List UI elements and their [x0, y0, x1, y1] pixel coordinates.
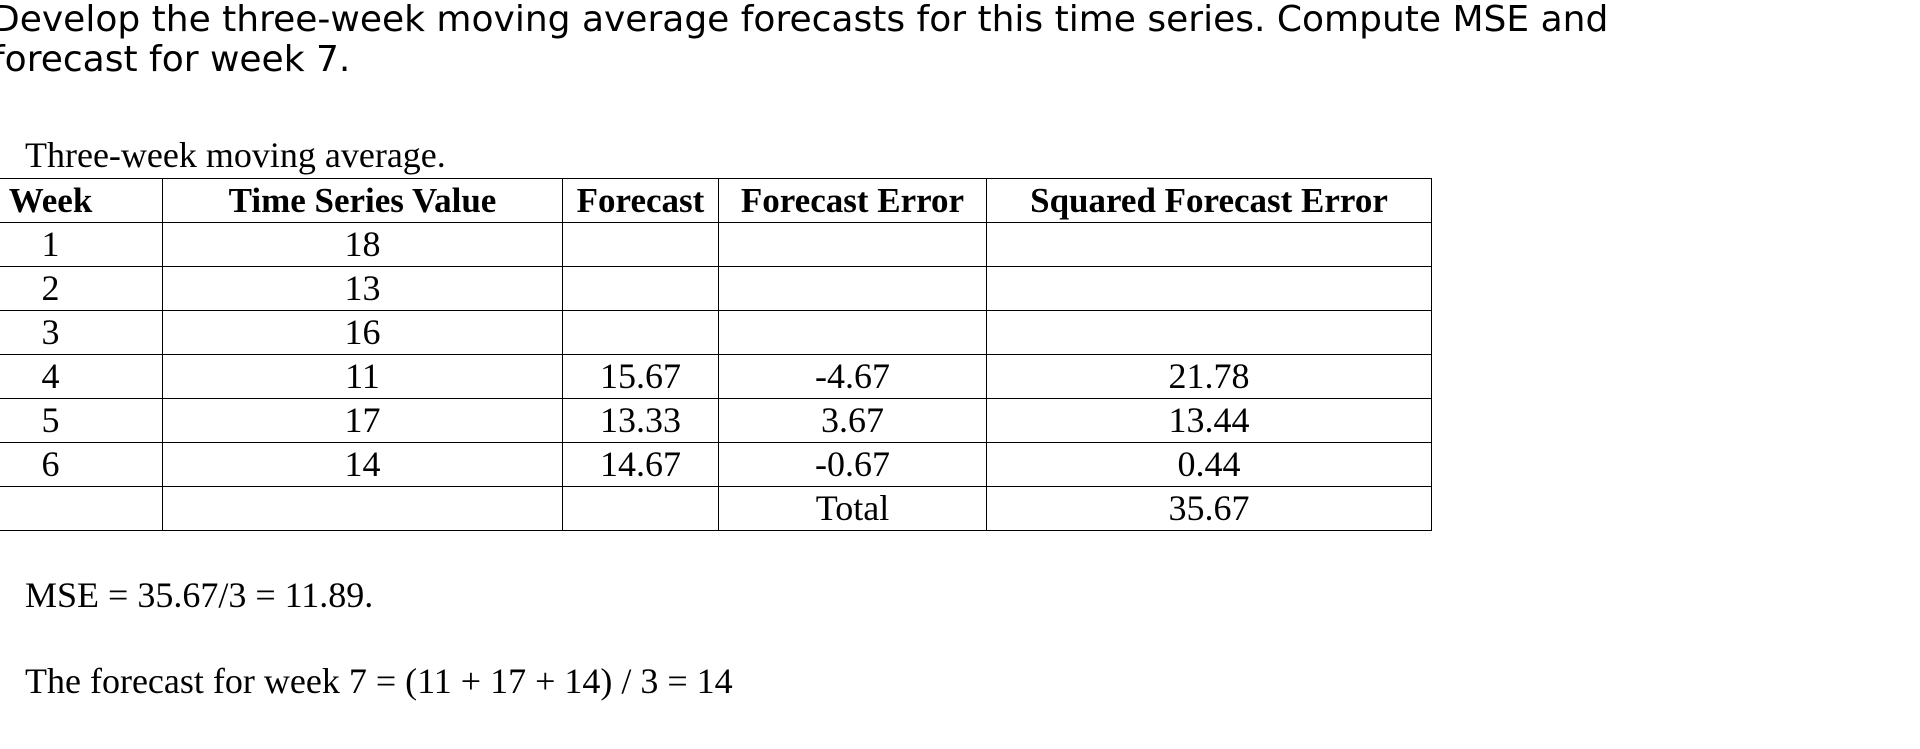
header-cell: Squared Forecast Error [986, 178, 1432, 223]
table-cell [718, 310, 987, 355]
table-cell [562, 222, 719, 267]
mse: MSE = 35.67/3 = 11.89. [25, 575, 374, 615]
table-cell [718, 222, 987, 267]
table-cell: 2 [0, 266, 163, 311]
table-cell: 4 [0, 354, 163, 399]
table-cell: 17 [162, 398, 563, 443]
header-cell: Forecast [562, 178, 719, 223]
table-cell: 35.67 [986, 486, 1432, 531]
table-cell: 3.67 [718, 398, 987, 443]
table-cell: 11 [162, 354, 563, 399]
table-cell [562, 486, 719, 531]
table-cell [986, 310, 1432, 355]
table-cell: 18 [162, 222, 563, 267]
table-cell: 13.44 [986, 398, 1432, 443]
table-cell [162, 486, 563, 531]
table-row: 4 11 15.67 -4.67 21.78 [0, 354, 1432, 399]
table-cell: Total [718, 486, 987, 531]
table-cell: 16 [162, 310, 563, 355]
table-cell [562, 266, 719, 311]
table-row: Total 35.67 [0, 486, 1432, 531]
question: Develop the three-week moving average fo… [0, 0, 1609, 80]
table-cell: -0.67 [718, 442, 987, 487]
table-cell [986, 266, 1432, 311]
table-row: 5 17 13.33 3.67 13.44 [0, 398, 1432, 443]
table-cell: 13 [162, 266, 563, 311]
table-cell: 15.67 [562, 354, 719, 399]
table-cell: 13.33 [562, 398, 719, 443]
table-cell: -4.67 [718, 354, 987, 399]
table-cell [718, 266, 987, 311]
table-row: 1 18 [0, 222, 1432, 267]
table-cell: 5 [0, 398, 163, 443]
table-cell: 6 [0, 442, 163, 487]
table-cell [0, 486, 163, 531]
forecast-text: The forecast for week 7 = (11 + 17 + 14)… [25, 661, 733, 701]
table-row: 2 13 [0, 266, 1432, 311]
table-cell: 21.78 [986, 354, 1432, 399]
table-cell: 3 [0, 310, 163, 355]
header-row: Week Time Series Value Forecast Forecast Er… [0, 178, 1432, 223]
header-cell: Week [0, 178, 163, 223]
table-cell: 14 [162, 442, 563, 487]
table-cell [986, 222, 1432, 267]
table-cell: 1 [0, 222, 163, 267]
table-cell [562, 310, 719, 355]
header-cell: Forecast Error [718, 178, 987, 223]
table-cell: 14.67 [562, 442, 719, 487]
table-row: 3 16 [0, 310, 1432, 355]
table-cell: 0.44 [986, 442, 1432, 487]
subtitle: Three-week moving average. [25, 135, 446, 175]
table-body: 1 18 2 13 3 16 4 11 15.67 -4.67 21.78 5 17 13.33 3.67 1… [0, 222, 1432, 531]
header-cell: Time Series Value [162, 178, 563, 223]
table-row: 6 14 14.67 -0.67 0.44 [0, 442, 1432, 487]
forecast-table: Week Time Series Value Forecast Forecast Er… [0, 178, 1432, 531]
